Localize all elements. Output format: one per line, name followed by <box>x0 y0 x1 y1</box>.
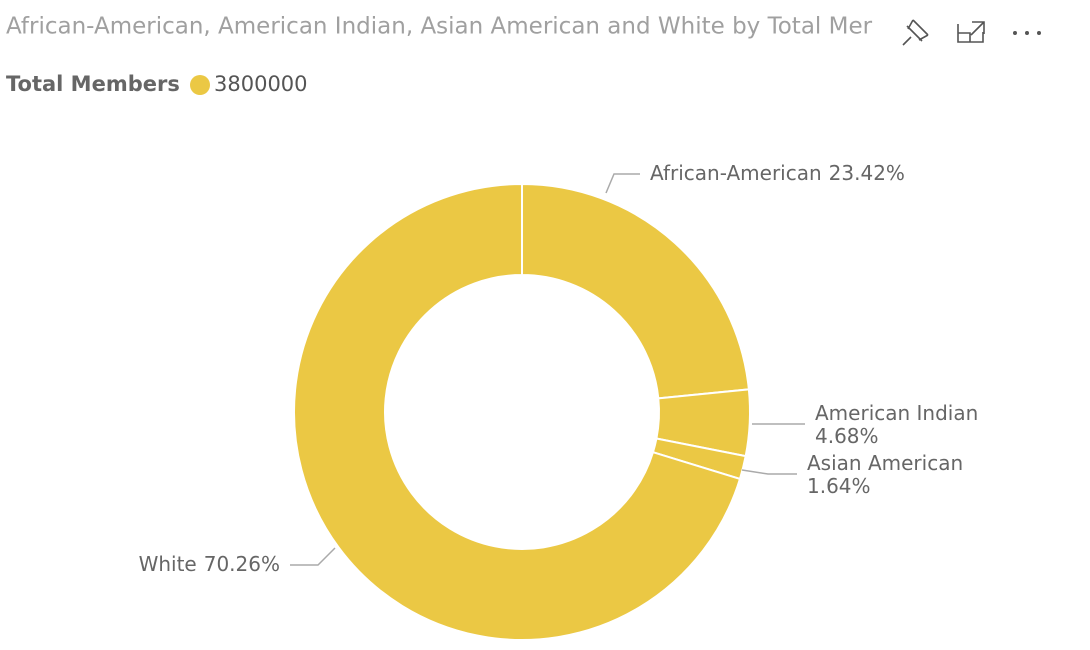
icon-backdrop <box>890 8 1090 48</box>
label-value: 4.68% <box>815 424 879 448</box>
label-value: 1.64% <box>807 474 871 498</box>
legend-swatch <box>190 75 210 95</box>
label-category: Asian American <box>807 451 963 475</box>
legend-label: 3800000 <box>214 72 308 96</box>
data-label: African-American 23.42% <box>650 161 905 185</box>
chart-title: African-American, American Indian, Asian… <box>6 14 873 40</box>
label-category: White <box>139 552 197 576</box>
pin-icon[interactable] <box>902 19 929 46</box>
legend-title: Total Members <box>6 72 180 96</box>
donut-slice <box>521 182 750 400</box>
label-category: American Indian <box>815 401 978 425</box>
data-label: American Indian 4.68% <box>815 401 978 448</box>
legend: 3800000 <box>190 72 308 96</box>
donut-slice <box>293 182 742 641</box>
leader-line <box>605 173 640 194</box>
label-category: African-American <box>650 161 822 185</box>
more-icon[interactable] <box>1013 31 1041 35</box>
leader-line <box>741 469 797 475</box>
data-label: White 70.26% <box>139 552 280 576</box>
plot: African-American 23.42% American Indian 4.6… <box>139 161 978 641</box>
label-value: 70.26% <box>204 552 280 576</box>
focus-icon[interactable] <box>957 21 985 43</box>
leader-line <box>290 547 336 566</box>
data-label: Asian American 1.64% <box>807 451 963 498</box>
label-value: 23.42% <box>829 161 905 185</box>
